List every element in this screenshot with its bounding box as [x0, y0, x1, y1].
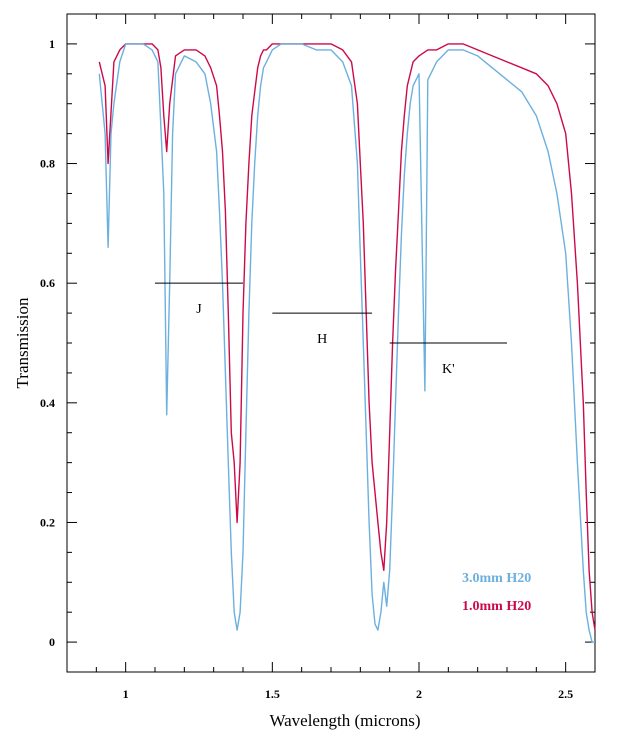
series-line-3-0mm-h20: [98, 43, 595, 643]
x-tick-label: 1: [123, 687, 129, 701]
y-axis-title: Transmission: [13, 297, 32, 389]
legend-entry: 3.0mm H20: [462, 571, 531, 586]
x-tick-label: 2: [416, 687, 422, 701]
legend-entry: 1.0mm H20: [462, 599, 531, 614]
band-markers: J H K': [155, 282, 507, 377]
y-tick-label: 0.2: [40, 515, 55, 529]
y-tick-label: 0.6: [40, 276, 55, 290]
legend: 3.0mm H20 1.0mm H20: [462, 571, 531, 614]
y-tick-label: 1: [49, 37, 55, 51]
band-label: K': [442, 362, 455, 377]
x-axis-title: Wavelength (microns): [269, 711, 420, 730]
series-lines: [98, 43, 596, 643]
band-label: H: [317, 332, 327, 347]
band-label: J: [196, 302, 202, 317]
series-line-1-0mm-h20: [98, 43, 596, 631]
y-tick-label: 0.8: [40, 157, 55, 171]
x-tick-label: 1.5: [265, 687, 280, 701]
y-tick-label: 0: [49, 635, 55, 649]
tick-labels: 1 1.5 2 2.5 0 0.2 0.4 0.6 0.8 1: [40, 37, 573, 701]
axis-ticks: [66, 14, 596, 672]
x-tick-label: 2.5: [558, 687, 573, 701]
y-tick-label: 0.4: [40, 396, 55, 410]
